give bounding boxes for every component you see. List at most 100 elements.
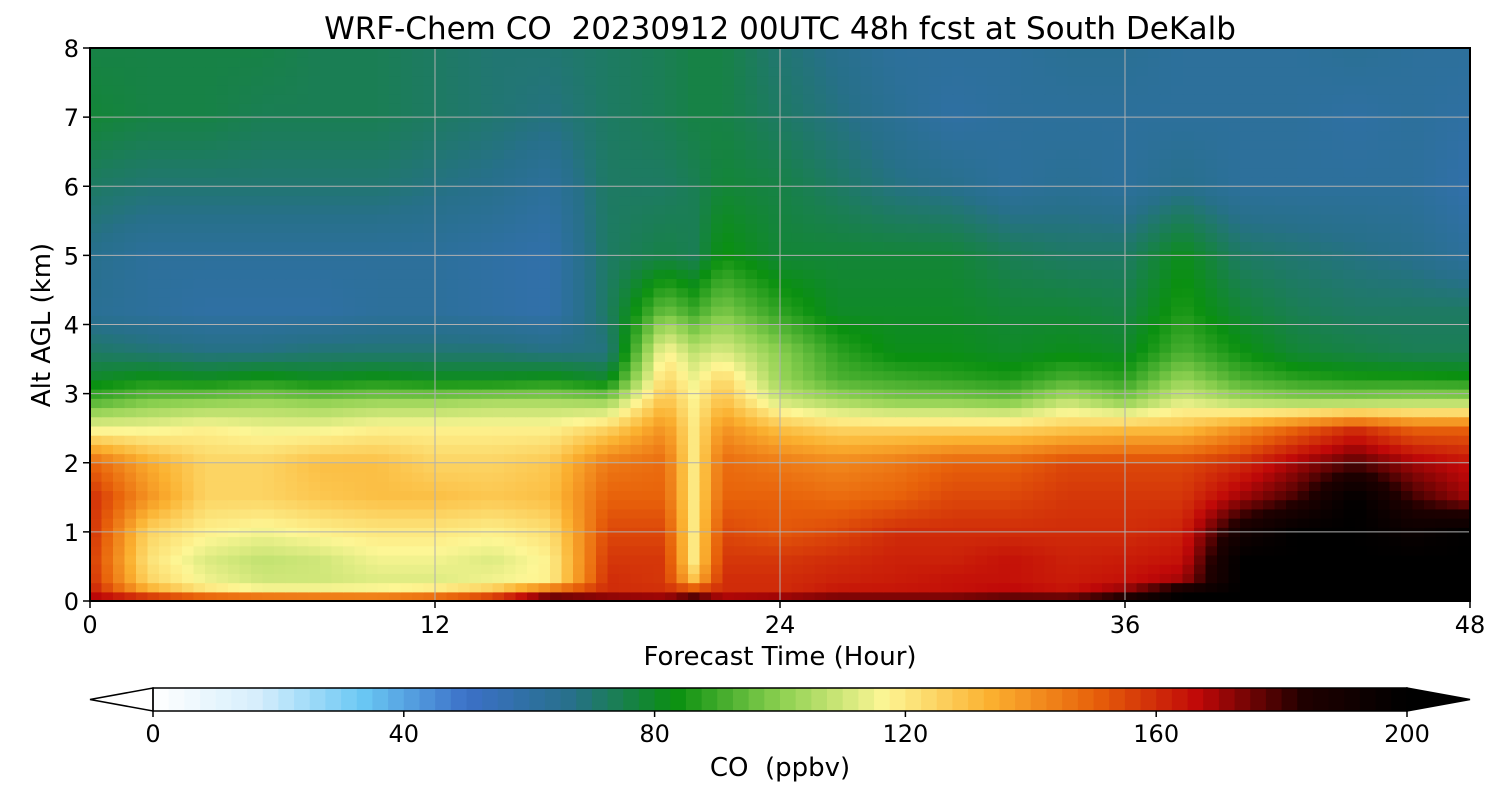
contour-cell — [423, 232, 436, 243]
contour-cell — [1435, 462, 1448, 473]
contour-cell — [492, 453, 505, 464]
contour-cell — [435, 481, 448, 491]
contour-cell — [262, 333, 275, 344]
contour-cell — [1435, 416, 1448, 427]
contour-cell — [400, 536, 413, 547]
contour-cell — [320, 536, 333, 547]
contour-cell — [1263, 223, 1276, 233]
contour-cell — [1263, 232, 1276, 243]
contour-cell — [1090, 342, 1103, 353]
contour-cell — [1343, 481, 1356, 491]
contour-cell — [895, 564, 908, 574]
contour-cell — [458, 223, 471, 233]
contour-cell — [1056, 223, 1069, 233]
contour-cell — [1332, 444, 1345, 455]
contour-cell — [1286, 269, 1299, 280]
contour-cell — [1125, 462, 1138, 473]
contour-cell — [458, 481, 471, 491]
contour-cell — [343, 471, 356, 482]
contour-cell — [1332, 398, 1345, 409]
contour-cell — [1090, 407, 1103, 418]
contour-cell — [1355, 536, 1368, 547]
contour-cell — [182, 425, 195, 436]
contour-cell — [481, 361, 494, 372]
contour-cell — [147, 361, 160, 372]
contour-cell — [780, 481, 793, 491]
contour-cell — [860, 324, 873, 335]
contour-cell — [400, 379, 413, 390]
contour-cell — [1067, 398, 1080, 409]
contour-cell — [676, 278, 689, 289]
contour-cell — [791, 481, 804, 491]
contour-cell — [389, 554, 402, 565]
contour-cell — [964, 471, 977, 482]
contour-cell — [1424, 223, 1437, 233]
contour-cell — [1447, 453, 1460, 464]
contour-cell — [872, 499, 885, 510]
contour-cell — [1424, 499, 1437, 510]
contour-cell — [113, 342, 126, 353]
contour-cell — [366, 342, 379, 353]
contour-cell — [987, 296, 1000, 307]
contour-cell — [515, 315, 528, 326]
contour-cell — [354, 324, 367, 335]
contour-cell — [1205, 490, 1218, 501]
contour-cell — [803, 471, 816, 482]
contour-cell — [170, 499, 183, 510]
contour-cell — [320, 453, 333, 464]
contour-cell — [619, 462, 632, 473]
contour-cell — [435, 407, 448, 418]
contour-cell — [1021, 435, 1034, 445]
contour-cell — [170, 232, 183, 243]
contour-cell — [1309, 462, 1322, 473]
contour-cell — [872, 444, 885, 455]
contour-cell — [1136, 306, 1149, 316]
contour-cell — [780, 352, 793, 362]
contour-cell — [849, 471, 862, 482]
contour-cell — [1044, 416, 1057, 427]
contour-cell — [366, 462, 379, 473]
contour-cell — [170, 453, 183, 464]
contour-cell — [837, 490, 850, 501]
contour-cell — [1274, 342, 1287, 353]
contour-cell — [1217, 554, 1230, 565]
contour-cell — [366, 352, 379, 362]
contour-cell — [1240, 306, 1253, 316]
contour-cell — [170, 398, 183, 409]
contour-cell — [1320, 287, 1333, 298]
contour-cell — [665, 416, 678, 427]
contour-cell — [1217, 444, 1230, 455]
contour-cell — [883, 269, 896, 280]
contour-cell — [90, 223, 103, 233]
contour-cell — [1240, 425, 1253, 436]
contour-cell — [1159, 306, 1172, 316]
contour-cell — [354, 315, 367, 326]
contour-cell — [676, 407, 689, 418]
contour-cell — [630, 315, 643, 326]
contour-cell — [1309, 278, 1322, 289]
contour-cell — [872, 370, 885, 381]
contour-cell — [527, 499, 540, 510]
contour-cell — [239, 342, 252, 353]
contour-cell — [182, 232, 195, 243]
contour-cell — [1297, 554, 1310, 565]
contour-cell — [1033, 370, 1046, 381]
contour-cell — [354, 306, 367, 316]
contour-cell — [711, 352, 724, 362]
contour-cell — [791, 554, 804, 565]
contour-cell — [1171, 259, 1184, 270]
contour-cell — [1424, 545, 1437, 556]
contour-cell — [918, 306, 931, 316]
contour-cell — [446, 342, 459, 353]
contour-cell — [1343, 416, 1356, 427]
contour-cell — [366, 545, 379, 556]
contour-cell — [1010, 223, 1023, 233]
contour-cell — [113, 536, 126, 547]
contour-cell — [1389, 591, 1402, 602]
contour-cell — [929, 425, 942, 436]
contour-cell — [1424, 573, 1437, 584]
contour-cell — [504, 508, 517, 519]
contour-cell — [699, 444, 712, 455]
contour-cell — [906, 333, 919, 344]
contour-cell — [297, 379, 310, 390]
